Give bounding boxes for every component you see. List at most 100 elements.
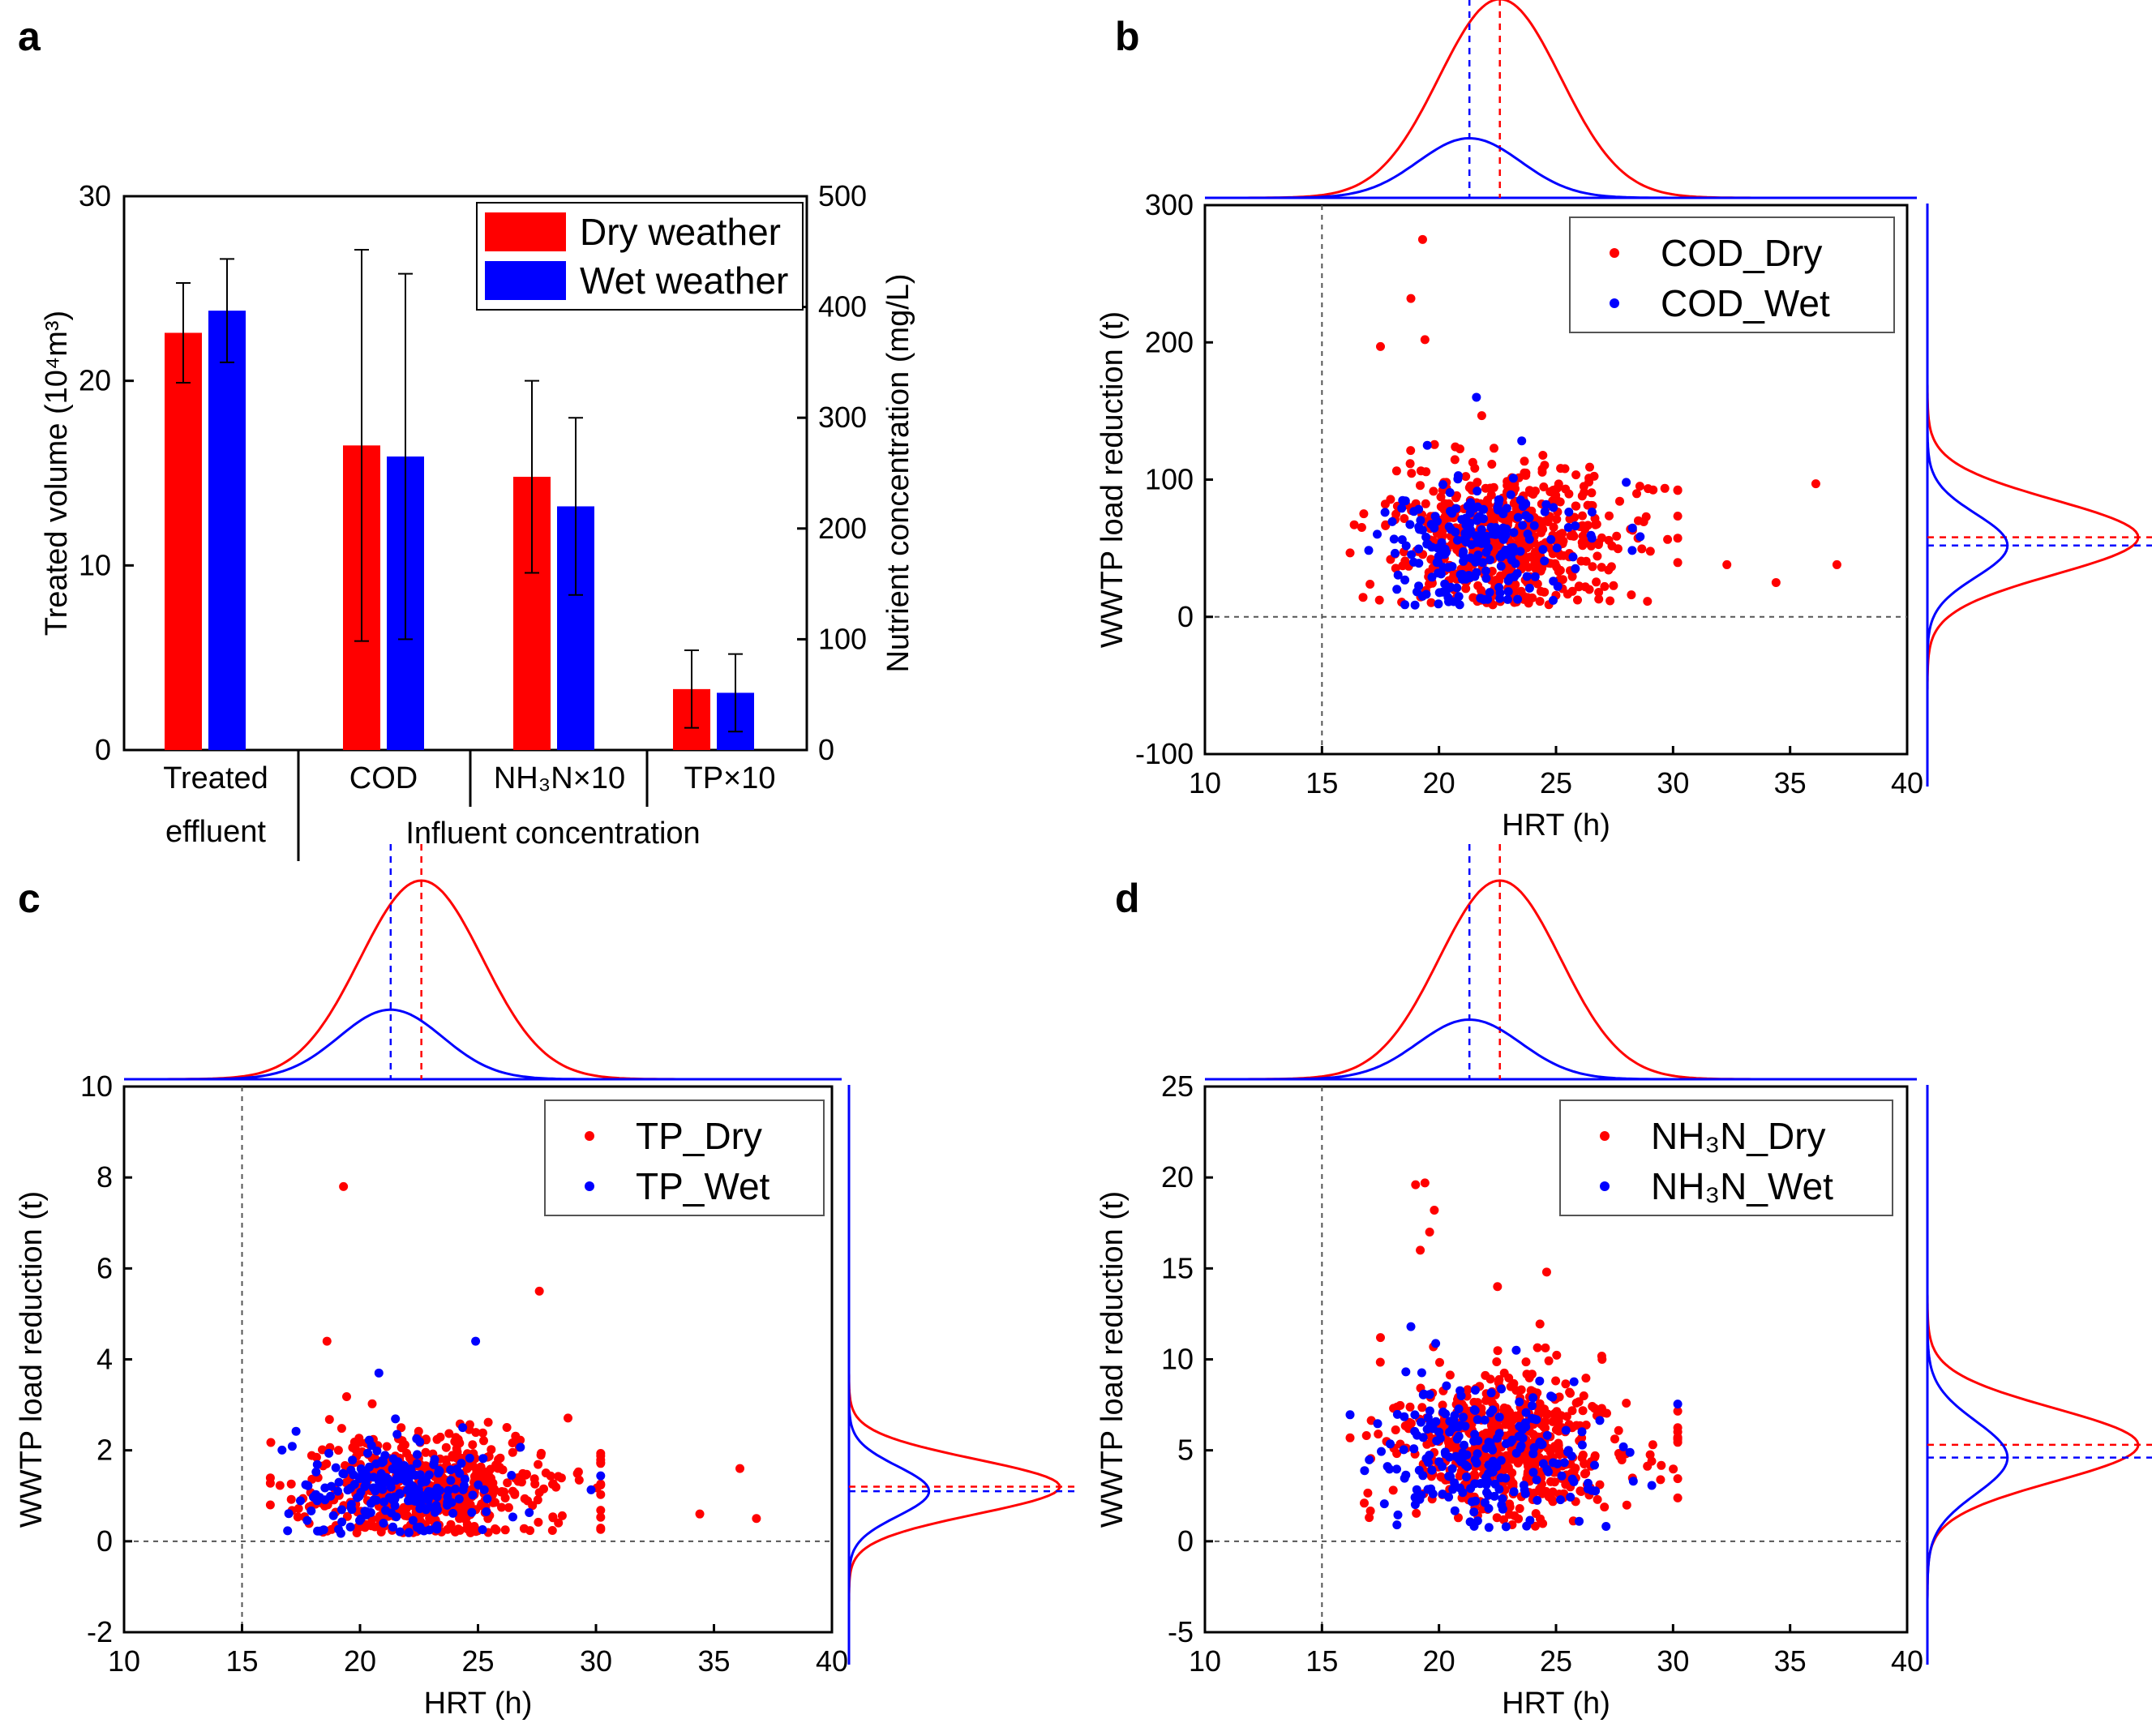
wet-point xyxy=(1459,547,1468,556)
dry-point xyxy=(1561,1379,1571,1389)
panel-label-d: d xyxy=(1115,876,1140,921)
dry-point xyxy=(1597,533,1606,542)
wet-point xyxy=(1501,530,1511,540)
dry-point xyxy=(1607,541,1617,551)
top-density-dry xyxy=(1205,0,1907,199)
x-tick-label: 20 xyxy=(1423,766,1455,799)
wet-point xyxy=(467,1507,477,1517)
dry-point xyxy=(265,1500,275,1510)
wet-point xyxy=(448,1508,458,1518)
wet-point xyxy=(337,1505,346,1515)
dry-point xyxy=(1552,1350,1562,1360)
wet-point xyxy=(348,1455,358,1465)
dry-point xyxy=(1722,559,1732,569)
wet-point xyxy=(458,1423,468,1433)
dry-point xyxy=(1481,483,1490,493)
legend-marker xyxy=(1610,248,1619,258)
dry-point xyxy=(462,1464,472,1473)
dry-point xyxy=(1555,529,1565,539)
dry-point xyxy=(534,1286,544,1296)
wet-point xyxy=(1458,1488,1468,1498)
wet-point xyxy=(1485,588,1494,598)
dry-point xyxy=(1549,486,1558,495)
x-tick-label: 40 xyxy=(1891,766,1923,799)
category-label: COD xyxy=(349,761,418,795)
wet-point xyxy=(1409,1444,1419,1454)
dry-point xyxy=(444,1429,454,1438)
wet-point xyxy=(507,1471,517,1480)
dry-point xyxy=(1593,1494,1602,1504)
y-tick-label: 4 xyxy=(96,1343,113,1376)
dry-point xyxy=(468,1440,478,1450)
wet-point xyxy=(392,1430,402,1439)
wet-point xyxy=(443,1500,452,1510)
bar xyxy=(165,332,202,750)
scatter-points xyxy=(265,1181,761,1538)
wet-point xyxy=(395,1490,405,1499)
wet-point xyxy=(1481,566,1490,576)
x-tick-label: 10 xyxy=(1189,1644,1221,1678)
dry-point xyxy=(1360,1498,1369,1508)
wet-point xyxy=(1509,528,1519,538)
wet-point xyxy=(1410,1493,1420,1502)
wet-point xyxy=(1475,1479,1485,1489)
dry-point xyxy=(1468,593,1478,602)
wet-point xyxy=(313,1526,323,1536)
dry-point xyxy=(355,1438,365,1447)
wet-point xyxy=(479,1485,489,1494)
wet-point xyxy=(1493,1434,1502,1443)
dry-point xyxy=(1492,1513,1502,1523)
x-tick-label: 10 xyxy=(1189,766,1221,799)
category-label: TP×10 xyxy=(684,761,775,795)
wet-point xyxy=(1474,531,1484,541)
dry-point xyxy=(1632,489,1641,499)
wet-point xyxy=(1571,564,1580,573)
wet-point xyxy=(1416,1417,1425,1427)
dry-point xyxy=(1673,1423,1683,1433)
wet-point xyxy=(1528,1468,1538,1477)
dry-point xyxy=(1545,1447,1555,1457)
wet-point xyxy=(1438,1462,1447,1472)
dry-point xyxy=(1400,556,1410,566)
wet-point xyxy=(1549,595,1558,605)
right-density-wet xyxy=(1926,205,2009,754)
dry-point xyxy=(1579,1391,1588,1400)
wet-point xyxy=(1414,581,1424,591)
dry-point xyxy=(1590,1452,1600,1462)
wet-point xyxy=(1410,1410,1420,1420)
y-tick-label: -100 xyxy=(1135,737,1194,770)
wet-point xyxy=(1473,1415,1482,1425)
y-tick-label: -2 xyxy=(87,1615,113,1648)
dry-point xyxy=(1574,1397,1584,1407)
wet-point xyxy=(1518,1434,1528,1443)
panel-b: 10 15 20 25 30 35 40 -100 0 100 200 300 HRT (h) WWTP … xyxy=(1095,0,2152,842)
wet-point xyxy=(1563,523,1573,532)
dry-point xyxy=(1597,563,1606,572)
dry-point xyxy=(1493,1346,1503,1356)
wet-point xyxy=(1380,508,1390,517)
wet-point xyxy=(1455,1386,1465,1395)
dry-point xyxy=(1535,1319,1545,1329)
panel-label-c: c xyxy=(18,876,41,921)
dry-point xyxy=(1499,1404,1509,1414)
wet-point xyxy=(1486,1388,1496,1398)
dry-point xyxy=(1420,335,1430,345)
y-axis-title: WWTP load reduction (t) xyxy=(15,1191,49,1528)
wet-point xyxy=(312,1460,322,1469)
wet-point xyxy=(1431,1339,1441,1348)
wet-point xyxy=(1438,550,1448,559)
dry-point xyxy=(1438,530,1447,540)
dry-point xyxy=(478,1428,487,1438)
y-tick-label: 5 xyxy=(1177,1434,1194,1467)
dry-point xyxy=(1622,1500,1631,1510)
legend-marker xyxy=(1600,1131,1610,1141)
wet-point xyxy=(1538,545,1548,555)
wet-point xyxy=(1518,521,1528,530)
dry-point xyxy=(1386,555,1395,564)
dry-point xyxy=(1438,1400,1447,1410)
dry-point xyxy=(460,1510,469,1520)
wet-point xyxy=(1460,529,1470,538)
wet-point xyxy=(307,1506,316,1515)
y-tick-label: 8 xyxy=(96,1160,113,1194)
dry-point xyxy=(1416,481,1425,491)
